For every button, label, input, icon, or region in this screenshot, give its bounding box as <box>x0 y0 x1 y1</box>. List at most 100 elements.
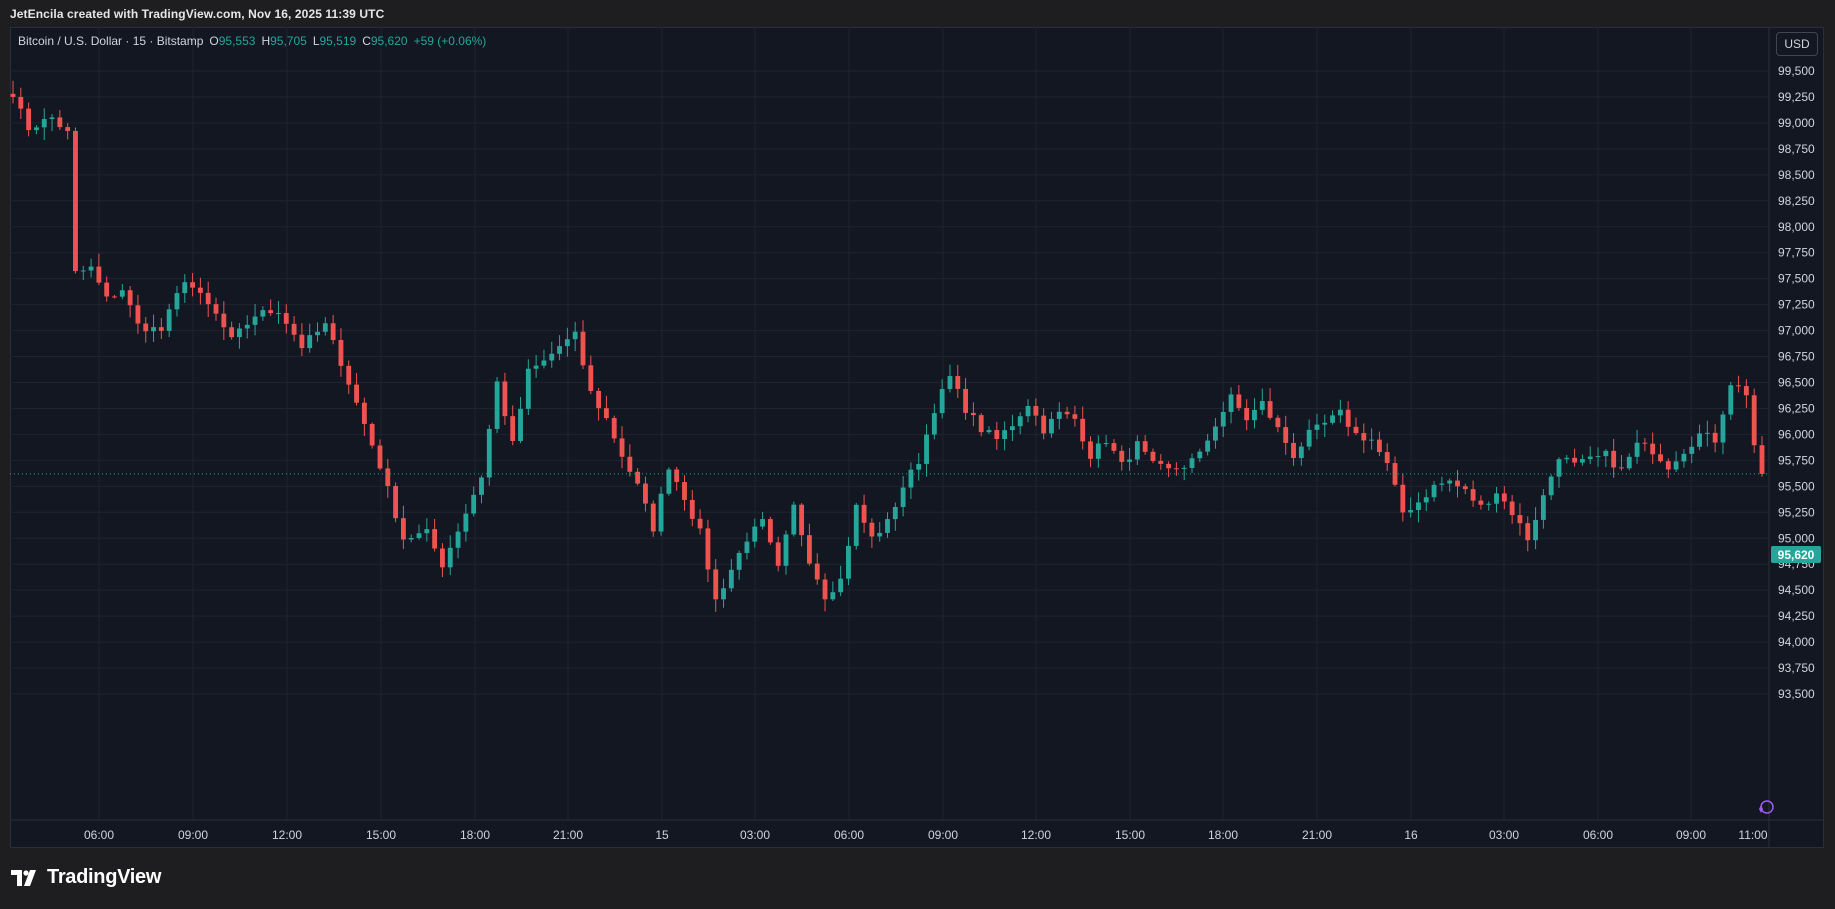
candle-body <box>697 518 703 529</box>
candle-body <box>1369 439 1375 441</box>
price-change: +59 (+0.06%) <box>413 34 487 48</box>
candle-body <box>1408 510 1414 513</box>
candle-body <box>1158 460 1164 464</box>
candle-body <box>166 309 172 331</box>
candle-body <box>705 528 711 570</box>
candle-body <box>354 384 359 403</box>
candle-body <box>73 130 78 272</box>
candle-body <box>205 292 211 305</box>
candle-body <box>143 323 149 332</box>
candle-body <box>1665 461 1671 470</box>
currency-button[interactable]: USD <box>1776 32 1818 56</box>
candle-body <box>1056 411 1062 419</box>
candle-body <box>361 402 367 424</box>
candle-body <box>955 376 961 389</box>
candle-body <box>1540 495 1546 520</box>
tradingview-logo[interactable]: TradingView <box>11 866 161 889</box>
candle-body <box>1751 395 1757 446</box>
candle-body <box>307 335 313 349</box>
candle-body <box>877 532 883 537</box>
symbol-legend[interactable]: Bitcoin / U.S. Dollar · 15 · Bitstamp O9… <box>18 34 486 48</box>
candle-body <box>1033 405 1039 416</box>
sparkle-icon[interactable] <box>1759 800 1774 814</box>
candle-body <box>322 323 328 332</box>
price-tick-label: 98,500 <box>1778 168 1815 182</box>
candle-body <box>330 323 336 341</box>
candle-body <box>80 270 86 272</box>
candle-body <box>440 548 445 568</box>
candle-body <box>1470 489 1476 501</box>
candle-body <box>666 469 672 494</box>
candle-body <box>1595 456 1601 458</box>
candle-body <box>1525 523 1531 541</box>
candle-body <box>533 365 539 369</box>
candle-body <box>791 504 797 535</box>
candle-body <box>963 388 969 413</box>
time-tick-label: 03:00 <box>740 828 770 842</box>
candle-body <box>229 327 235 338</box>
price-tick-label: 94,500 <box>1778 583 1815 597</box>
price-tick-label: 93,500 <box>1778 687 1815 701</box>
candle-body <box>525 368 531 409</box>
time-tick-label: 15 <box>655 828 669 842</box>
candle-body <box>744 541 750 553</box>
candle-body <box>510 416 516 442</box>
candle-body <box>885 519 890 533</box>
price-tick-label: 95,750 <box>1778 453 1815 467</box>
candle-body <box>767 519 773 543</box>
candle-body <box>1361 433 1367 441</box>
candle-body <box>127 290 133 306</box>
candle-body <box>1353 426 1359 434</box>
candle-body <box>643 483 648 504</box>
candle-body <box>1564 457 1570 460</box>
symbol-name[interactable]: Bitcoin / U.S. Dollar · 15 · Bitstamp <box>18 34 204 48</box>
candle-body <box>479 477 484 495</box>
candle-body <box>1736 385 1741 387</box>
candle-body <box>88 266 94 271</box>
candle-body <box>1673 461 1679 470</box>
candle-body <box>1720 414 1726 443</box>
candle-body <box>1658 454 1663 462</box>
price-tick-label: 95,250 <box>1778 505 1815 519</box>
time-tick-label: 03:00 <box>1489 828 1519 842</box>
time-tick-label: 15:00 <box>1115 828 1145 842</box>
price-axis[interactable]: 99,500 99,250 99,000 98,750 98,500 98,250 98,0… <box>1778 64 1815 701</box>
time-tick-label: 09:00 <box>178 828 208 842</box>
time-axis[interactable]: 06:00 09:00 12:00 15:00 18:00 21:00 15 03:00 06:… <box>84 828 1768 842</box>
candle-body <box>346 365 352 385</box>
candle-body <box>1400 484 1406 513</box>
candle-body <box>1181 467 1187 469</box>
price-tick-label: 98,000 <box>1778 220 1815 234</box>
candle-body <box>1337 409 1343 416</box>
candle-body <box>838 578 844 593</box>
ohlc-low: L95,519 <box>312 34 357 48</box>
candle-body <box>1306 429 1312 447</box>
candle-body <box>1322 422 1328 425</box>
candle-body <box>174 293 180 310</box>
candle-body <box>197 287 203 293</box>
candle-body <box>1189 458 1195 468</box>
candle-body <box>1150 451 1156 461</box>
candle-body <box>135 305 141 324</box>
grid-lines <box>10 27 1769 820</box>
candle-body <box>588 365 594 391</box>
candle-body <box>18 96 24 109</box>
candlestick-chart[interactable]: 99,500 99,250 99,000 98,750 98,500 98,250 98,0… <box>10 27 1824 848</box>
candle-body <box>1095 443 1101 459</box>
candle-body <box>1228 394 1234 412</box>
candle-body <box>1423 497 1429 503</box>
last-price-badge: 95,620 <box>1771 546 1821 563</box>
candle-body <box>1626 456 1632 469</box>
candle-body <box>1439 483 1445 485</box>
candle-body <box>221 313 227 328</box>
candle-body <box>385 468 391 486</box>
candle-body <box>1330 415 1335 423</box>
time-tick-label: 12:00 <box>272 828 302 842</box>
candle-body <box>1462 486 1468 490</box>
candle-body <box>752 526 758 542</box>
candle-body <box>1548 476 1554 496</box>
candle-body <box>1010 426 1015 431</box>
candle-body <box>283 313 289 324</box>
time-tick-label: 21:00 <box>1302 828 1332 842</box>
candle-body <box>1681 453 1687 462</box>
